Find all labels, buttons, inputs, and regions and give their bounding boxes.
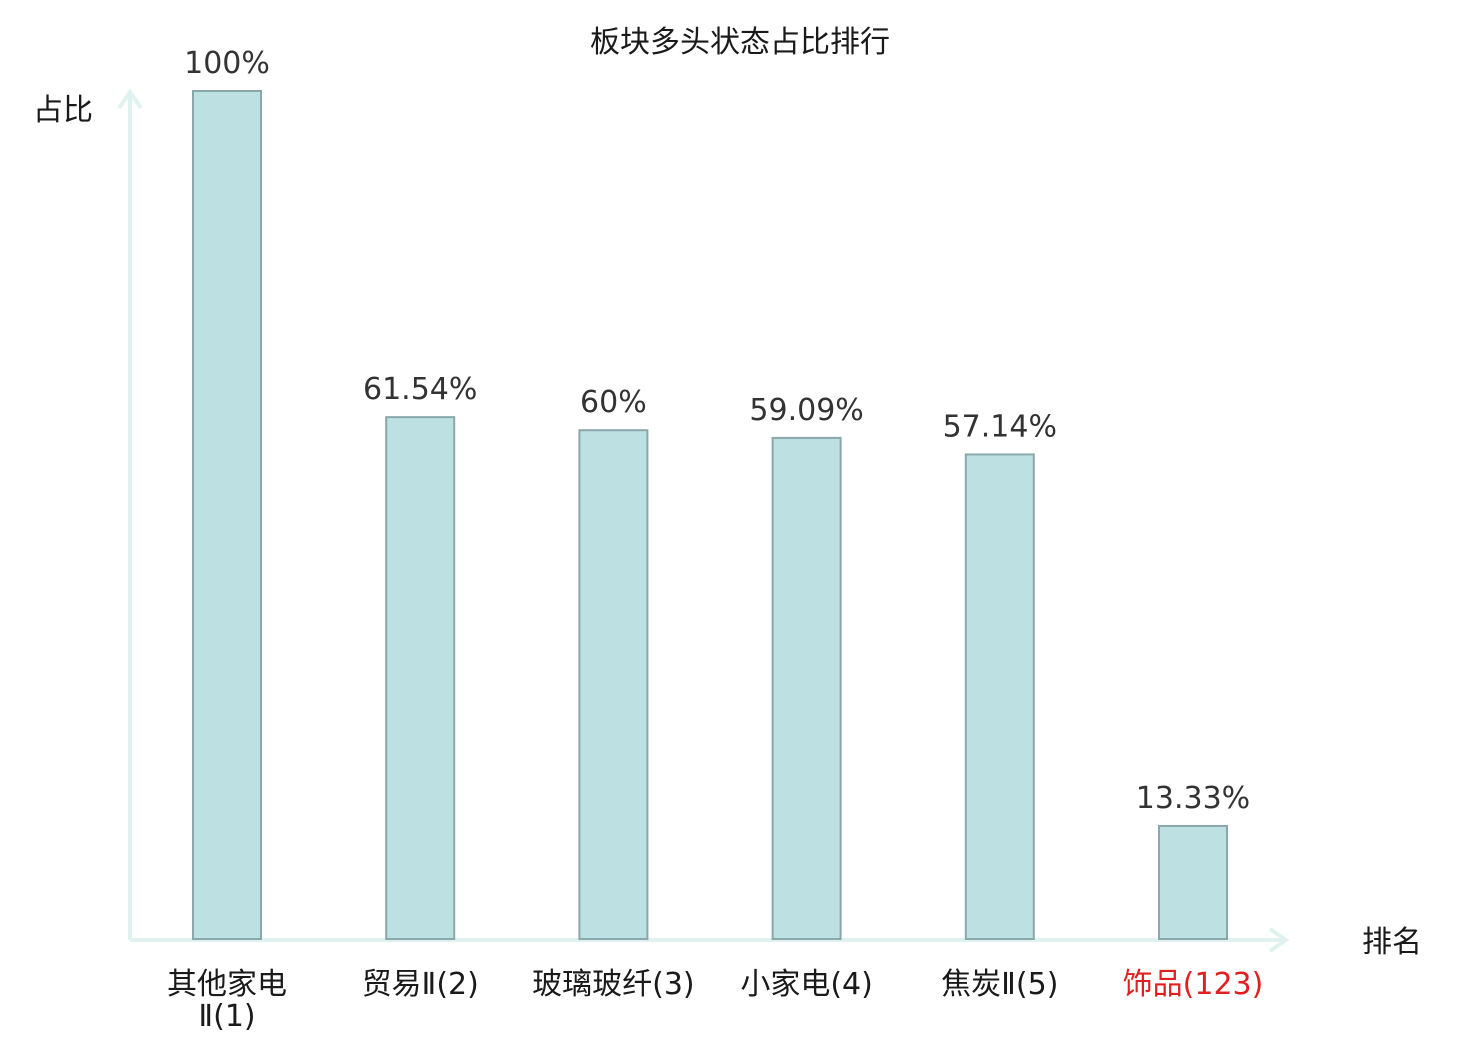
axes <box>117 88 1290 953</box>
value-label: 57.14% <box>943 409 1057 444</box>
bar <box>964 453 1035 940</box>
value-label: 59.09% <box>749 393 863 428</box>
x-axis-label: 排名 <box>1362 925 1422 960</box>
bar <box>1158 824 1228 941</box>
x-tick-label: 玻璃玻纤(3) <box>532 967 695 1002</box>
x-tick-label: 饰品(123) <box>1123 967 1264 1002</box>
chart-title: 板块多头状态占比排行 <box>590 25 890 60</box>
value-label: 60% <box>580 385 647 420</box>
value-label: 13.33% <box>1136 781 1250 816</box>
bar <box>578 429 649 940</box>
value-label: 61.54% <box>363 372 477 407</box>
y-axis-label: 占比 <box>33 93 93 128</box>
value-label: 100% <box>184 46 270 81</box>
bar <box>192 90 262 940</box>
bar <box>385 416 456 940</box>
x-tick-label: Ⅱ(1) <box>198 999 255 1034</box>
x-tick-label: 其他家电 <box>167 967 287 1002</box>
x-axis-arrow <box>1268 927 1290 953</box>
bar <box>771 436 842 940</box>
x-tick-label: 贸易Ⅱ(2) <box>362 967 479 1002</box>
y-axis-arrow <box>117 88 143 110</box>
x-tick-label: 焦炭Ⅱ(5) <box>941 967 1058 1002</box>
x-tick-label: 小家电(4) <box>740 967 873 1002</box>
